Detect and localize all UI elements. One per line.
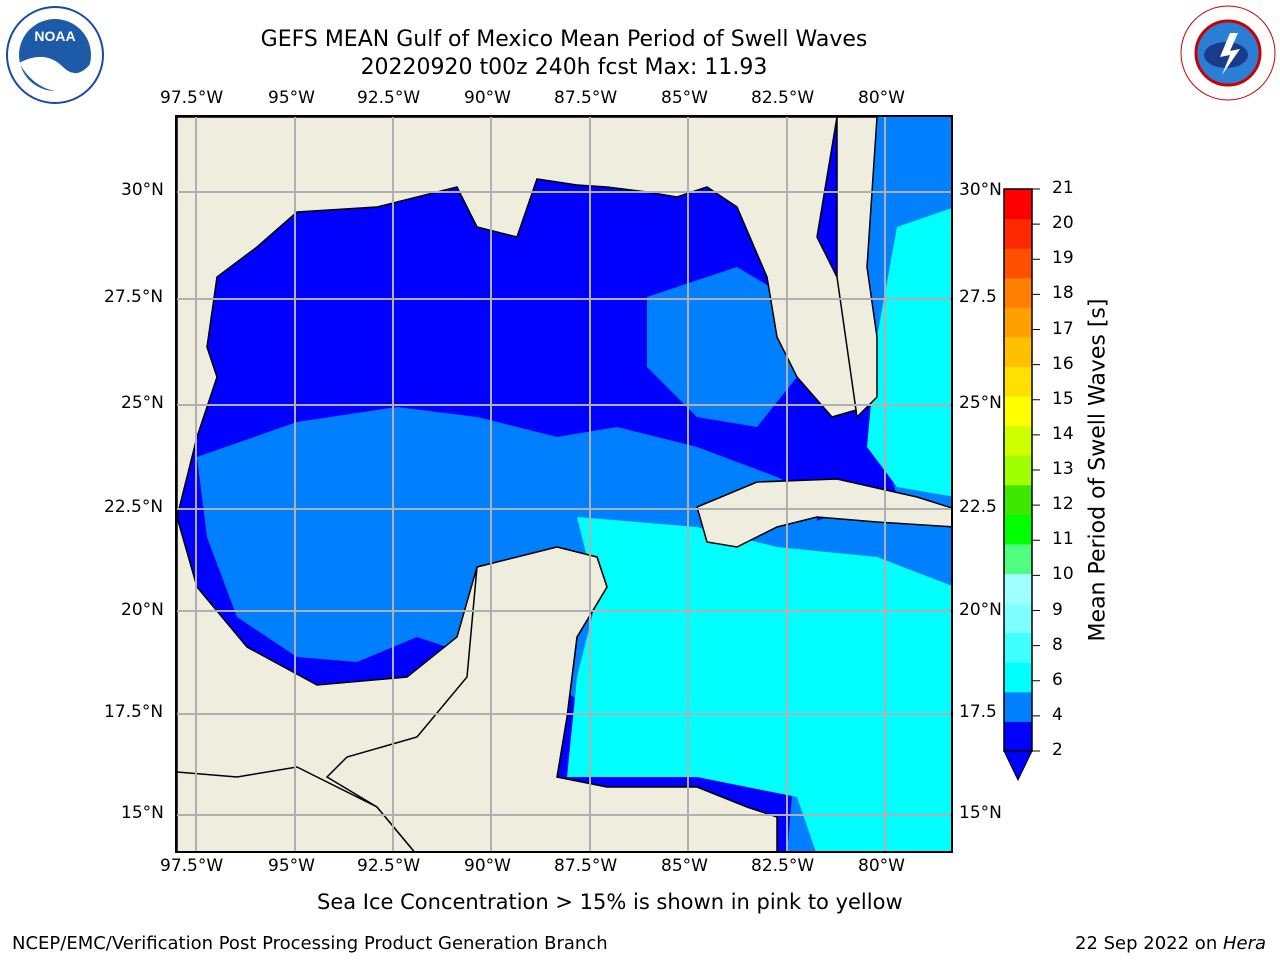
colorbar-tick-label: 6 — [1052, 669, 1063, 690]
colorbar-segment — [1004, 514, 1032, 545]
lon-tick-bottom: 82.5°W — [751, 856, 815, 876]
lon-tick-bottom: 95°W — [268, 856, 315, 876]
lon-tick-bottom: 97.5°W — [160, 856, 224, 876]
lon-tick-top: 80°W — [858, 88, 905, 108]
colorbar-segment — [1004, 455, 1032, 486]
colorbar-tick-label: 20 — [1052, 213, 1074, 234]
lat-tick-right: 25°N — [959, 393, 1002, 413]
colorbar-segment — [1004, 543, 1032, 575]
lat-tick-right: 20°N — [959, 600, 1002, 620]
graticule — [177, 117, 951, 851]
colorbar-segment — [1004, 425, 1032, 456]
colorbar-tickmarks — [1032, 188, 1040, 752]
colorbar-tick-label: 12 — [1052, 494, 1074, 515]
noaa-logo-text: NOAA — [34, 28, 75, 44]
lon-tick-top: 97.5°W — [160, 88, 224, 108]
footer-date-text: 22 Sep 2022 on — [1075, 933, 1223, 954]
lon-tick-top: 87.5°W — [554, 88, 618, 108]
colorbar-tick-label: 11 — [1052, 529, 1074, 550]
colorbar-tick-label: 16 — [1052, 353, 1074, 374]
swell-period-map — [177, 117, 951, 851]
colorbar-segment — [1004, 396, 1032, 427]
colorbar — [1003, 188, 1040, 782]
colorbar-tick-label: 15 — [1052, 388, 1074, 409]
swell-region-mid-east — [647, 267, 797, 427]
lon-tick-bottom: 80°W — [858, 856, 905, 876]
colorbar-segment — [1004, 189, 1032, 220]
nws-logo — [1180, 5, 1276, 101]
lat-tick-right: 15°N — [959, 803, 1002, 823]
map-panel — [175, 115, 953, 853]
lon-tick-top: 95°W — [268, 88, 315, 108]
lon-tick-bottom: 92.5°W — [357, 856, 421, 876]
colorbar-tick-label: 21 — [1052, 178, 1074, 198]
colorbar-segment — [1004, 218, 1032, 249]
colorbar-tick-label: 13 — [1052, 459, 1074, 479]
colorbar-segment — [1004, 632, 1032, 663]
colorbar-segment — [1004, 336, 1032, 367]
colorbar-tick-label: 8 — [1052, 634, 1063, 655]
colorbar-tick-label: 9 — [1052, 599, 1063, 620]
colorbar-tick-label: 17 — [1052, 318, 1074, 339]
colorbar-segment — [1004, 573, 1032, 604]
colorbar-segment — [1004, 662, 1032, 693]
lat-tick-left: 27.5°N — [104, 287, 164, 307]
colorbar-segment — [1004, 277, 1032, 308]
lon-tick-bottom: 87.5°W — [554, 856, 618, 876]
chart-subtitle: 20220920 t00z 240h fcst Max: 11.93 — [360, 55, 768, 80]
colorbar-label: Mean Period of Swell Waves [s] — [1085, 298, 1111, 642]
colorbar-segment — [1004, 691, 1032, 722]
colorbar-tick-label: 10 — [1052, 564, 1074, 585]
lon-tick-top: 85°W — [661, 88, 708, 108]
colorbar-segment — [1004, 307, 1032, 338]
swell-region-high-caribbean — [567, 517, 951, 851]
colorbar-tick-label: 4 — [1052, 704, 1063, 725]
lon-tick-top: 90°W — [464, 88, 511, 108]
colorbar-segment — [1004, 721, 1032, 752]
colorbar-segment — [1004, 366, 1032, 397]
colorbar-tick-label: 19 — [1052, 248, 1074, 269]
chart-title: GEFS MEAN Gulf of Mexico Mean Period of … — [260, 27, 868, 52]
land-central-america — [325, 546, 778, 851]
lat-tick-left: 20°N — [121, 600, 164, 620]
colorbar-segment — [1004, 603, 1032, 634]
lat-tick-left: 30°N — [121, 180, 164, 200]
lon-tick-bottom: 85°W — [661, 856, 708, 876]
colorbar-segment — [1004, 484, 1032, 515]
noaa-logo: NOAA — [6, 6, 104, 104]
swell-region-high-atlantic — [867, 208, 951, 497]
colorbar-segments — [1004, 189, 1032, 752]
lon-tick-top: 92.5°W — [357, 88, 421, 108]
footer-host: Hera — [1222, 933, 1266, 954]
lat-tick-left: 15°N — [121, 803, 164, 823]
colorbar-tick-label: 2 — [1052, 740, 1063, 760]
lat-tick-right: 27.5 — [959, 287, 997, 307]
colorbar-tick-label: 14 — [1052, 423, 1074, 444]
lat-tick-right: 30°N — [959, 180, 1002, 200]
lat-tick-left: 25°N — [121, 393, 164, 413]
sea-ice-note: Sea Ice Concentration > 15% is shown in … — [317, 890, 903, 914]
footer-credit: NCEP/EMC/Verification Post Processing Pr… — [12, 933, 608, 954]
colorbar-tick-label: 18 — [1052, 283, 1074, 304]
lat-tick-left: 22.5°N — [104, 497, 164, 517]
footer-date: 22 Sep 2022 on Hera — [1075, 933, 1266, 954]
colorbar-extend-arrow — [1003, 750, 1033, 782]
land-cuba — [696, 478, 951, 548]
lon-tick-bottom: 90°W — [464, 856, 511, 876]
colorbar-segment — [1004, 248, 1032, 279]
lon-tick-top: 82.5°W — [751, 88, 815, 108]
lat-tick-right: 17.5 — [959, 702, 997, 722]
lat-tick-right: 22.5 — [959, 497, 997, 517]
land-masses — [177, 117, 951, 851]
lat-tick-left: 17.5°N — [104, 702, 164, 722]
